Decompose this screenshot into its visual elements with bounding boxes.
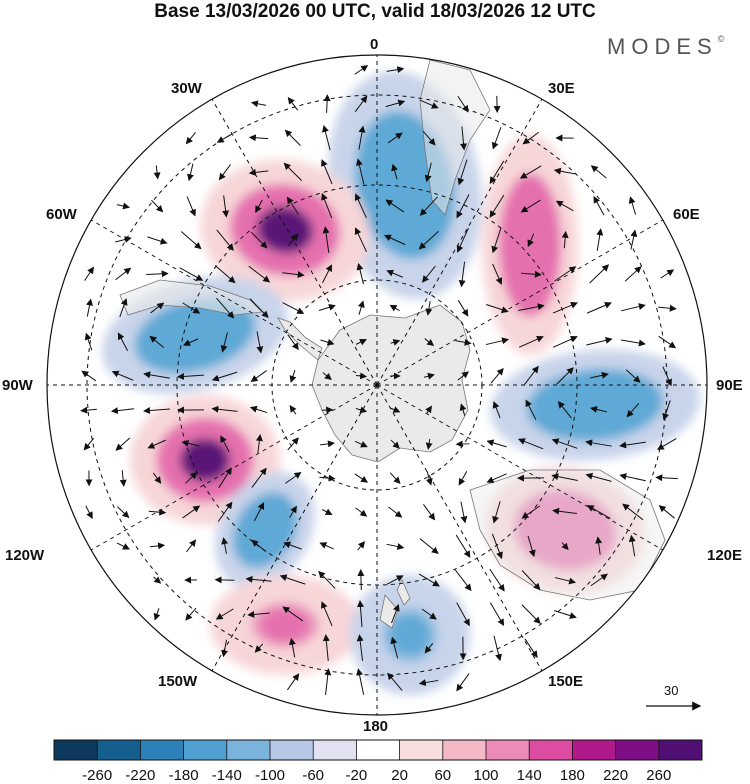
lon-label-90w: 90W xyxy=(2,377,33,394)
colorbar-swatch xyxy=(227,740,270,760)
colorbar-swatch xyxy=(270,740,313,760)
lon-label-180: 180 xyxy=(363,718,388,735)
trough-tasman-sea xyxy=(350,575,470,695)
colorbar-swatch xyxy=(529,740,572,760)
wind-arrow xyxy=(216,580,235,581)
colorbar-tick-label: 20 xyxy=(391,767,408,784)
ridge-south-pacific xyxy=(210,575,360,675)
lon-label-90e: 90E xyxy=(716,377,743,394)
lon-label-0: 0 xyxy=(370,36,378,53)
colorbar-swatch xyxy=(443,740,486,760)
colorbar-swatch xyxy=(572,740,615,760)
lon-label-60w: 60W xyxy=(46,206,77,223)
colorbar-tick-label: 60 xyxy=(434,767,451,784)
lon-label-150w: 150W xyxy=(158,673,197,690)
colorbar-swatch xyxy=(313,740,356,760)
colorbar-tick-label: -20 xyxy=(346,767,368,784)
lon-label-30e: 30E xyxy=(548,80,575,97)
ridge-southwest-indian xyxy=(482,135,578,355)
reference-vector-value: 30 xyxy=(664,683,678,698)
colorbar-tick-label: 180 xyxy=(560,767,585,784)
colorbar-tick-label: 220 xyxy=(603,767,628,784)
wind-arrow xyxy=(322,410,332,411)
lon-label-150e: 150E xyxy=(548,673,583,690)
colorbar xyxy=(0,735,750,763)
lon-label-30w: 30W xyxy=(171,80,202,97)
lon-label-120e: 120E xyxy=(707,547,742,564)
colorbar-swatch xyxy=(184,740,227,760)
colorbar-tick-label: 260 xyxy=(646,767,671,784)
colorbar-tick-label: -180 xyxy=(169,767,199,784)
colorbar-tick-label: -100 xyxy=(255,767,285,784)
colorbar-swatch xyxy=(97,740,140,760)
colorbar-swatch xyxy=(54,740,97,760)
colorbar-tick-label: -140 xyxy=(212,767,242,784)
colorbar-swatch xyxy=(356,740,399,760)
colorbar-swatch xyxy=(140,740,183,760)
polar-map xyxy=(0,0,750,735)
wind-arrow xyxy=(361,570,362,590)
colorbar-tick-label: -260 xyxy=(82,767,112,784)
lon-label-120w: 120W xyxy=(5,547,44,564)
colorbar-tick-label: -60 xyxy=(302,767,324,784)
colorbar-swatch xyxy=(486,740,529,760)
colorbar-swatch xyxy=(659,740,702,760)
colorbar-swatch xyxy=(616,740,659,760)
lon-label-60e: 60E xyxy=(673,206,700,223)
colorbar-tick-label: -220 xyxy=(125,767,155,784)
colorbar-tick-label: 140 xyxy=(517,767,542,784)
colorbar-tick-label: 100 xyxy=(473,767,498,784)
colorbar-swatch xyxy=(400,740,443,760)
